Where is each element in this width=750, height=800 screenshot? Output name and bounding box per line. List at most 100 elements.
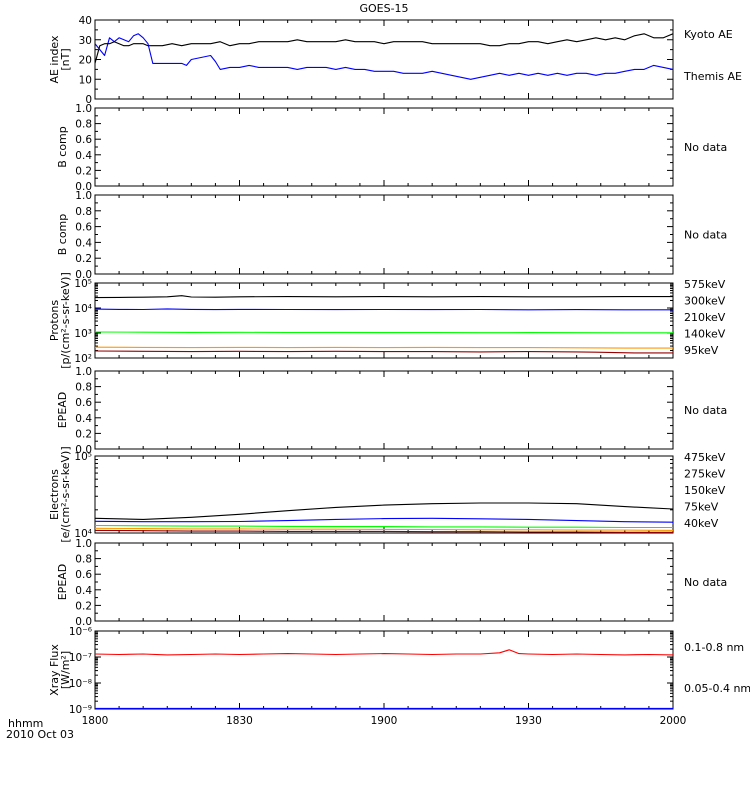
y-tick-label: 0.4 — [75, 585, 92, 597]
x-tick-label: 1900 — [371, 715, 398, 727]
y-axis-label: [p/(cm²-s-sr-keV)] — [59, 272, 72, 369]
series-line-150kev — [95, 524, 673, 529]
y-axis-label: Xray Flux — [48, 644, 61, 696]
y-tick-label: 0.8 — [75, 206, 92, 218]
y-tick-label: 0.8 — [75, 119, 92, 131]
y-axis-label: EPEAD — [56, 392, 69, 429]
series-line-575kev — [95, 350, 673, 354]
y-tick-label: 10⁻⁸ — [69, 678, 92, 690]
y-tick-label: 0 — [85, 94, 92, 106]
y-axis-label: Protons — [48, 300, 61, 341]
legend-entry: 140keV — [684, 328, 726, 341]
legend-entry: 300keV — [684, 295, 726, 308]
series-line-210kev — [95, 331, 673, 334]
x-tick-label: 1800 — [82, 715, 109, 727]
y-tick-label: 10⁵ — [74, 451, 92, 463]
y-tick-label: 0.2 — [75, 600, 92, 612]
series-line-themis-ae — [95, 33, 673, 64]
panel-b1: 0.0 0.2 0.4 0.6 0.8 1.0 B comp No data — [56, 103, 727, 193]
y-tick-label: 10³ — [74, 328, 92, 340]
series-line-140kev — [95, 308, 673, 311]
y-tick-label: 10⁻⁹ — [69, 704, 92, 716]
panel-ae: 0 10 20 30 40 AE index[nT] Kyoto AE Themis AE — [48, 15, 742, 106]
panel-frame — [94, 107, 674, 187]
legend-entry: 0.05-0.4 nm — [684, 682, 750, 695]
series-line-kyoto-ae — [95, 33, 673, 80]
x-tick-label: 2000 — [660, 715, 687, 727]
time-axis-label: hhmm — [8, 717, 43, 730]
y-tick-label: 0.6 — [75, 569, 92, 581]
panel-stack: 0 10 20 30 40 AE index[nT] Kyoto AE Themis AE 0.… — [48, 15, 750, 727]
y-tick-label: 0.0 — [75, 444, 92, 456]
y-tick-label: 0.4 — [75, 413, 92, 425]
series-line-75kev — [95, 517, 673, 523]
x-tick-label: 1830 — [226, 715, 253, 727]
y-tick-label: 1.0 — [75, 190, 92, 202]
y-tick-label: 0.0 — [75, 616, 92, 628]
panel-epead1: 0.0 0.2 0.4 0.6 0.8 1.0 EPEAD No data — [56, 366, 727, 456]
y-tick-label: 10⁻⁷ — [69, 652, 92, 664]
series-line-40kev — [95, 502, 673, 520]
legend-entry: 210keV — [684, 311, 726, 324]
series-group — [95, 502, 673, 533]
y-axis-label: B comp — [56, 214, 69, 256]
series-group — [95, 295, 673, 354]
panel-frame — [94, 542, 674, 622]
y-axis-label: AE index — [48, 35, 61, 84]
panel-b2: 0.0 0.2 0.4 0.6 0.8 1.0 B comp No data — [56, 190, 727, 281]
legend-entry: 75keV — [684, 501, 719, 514]
y-axis-label: B comp — [56, 126, 69, 168]
y-tick-label: 20 — [79, 55, 92, 67]
y-tick-label: 0.8 — [75, 554, 92, 566]
legend-entry: Themis AE — [683, 70, 742, 83]
y-tick-label: 1.0 — [75, 538, 92, 550]
legend-entry: 95keV — [684, 344, 719, 357]
no-data-label: No data — [684, 404, 727, 417]
y-axis-label: [W/m²] — [59, 651, 72, 689]
y-tick-label: 10⁴ — [74, 303, 92, 315]
panel-protons: 10² 10³ 10⁴ 10⁵ Protons[p/(cm²-s-sr-keV)] 575… — [48, 272, 726, 369]
legend-entry: 575keV — [684, 278, 726, 291]
series-line-475kev — [95, 529, 673, 533]
series-line-300kev — [95, 346, 673, 349]
legend-entry: 150keV — [684, 484, 726, 497]
y-tick-label: 0.4 — [75, 237, 92, 249]
series-line-275kev — [95, 527, 673, 531]
y-tick-label: 0.6 — [75, 222, 92, 234]
series-line-0-1-0-8-nm — [95, 649, 673, 656]
no-data-label: No data — [684, 141, 727, 154]
series-group — [95, 649, 673, 709]
y-tick-label: 0.2 — [75, 428, 92, 440]
x-tick-label: 1930 — [515, 715, 542, 727]
y-axis-label: Electrons — [48, 469, 61, 520]
legend-entry: 475keV — [684, 451, 726, 464]
y-tick-label: 0.6 — [75, 134, 92, 146]
y-tick-label: 0.0 — [75, 181, 92, 193]
legend-entry: 0.1-0.8 nm — [684, 641, 744, 654]
y-tick-label: 1.0 — [75, 366, 92, 378]
legend-entry: 40keV — [684, 517, 719, 530]
plot-title: GOES-15 — [359, 2, 408, 15]
y-tick-label: 0.4 — [75, 150, 92, 162]
y-tick-label: 0.8 — [75, 382, 92, 394]
y-tick-label: 0.6 — [75, 397, 92, 409]
panel-frame — [94, 282, 674, 359]
panel-frame — [94, 370, 674, 450]
panel-frame — [94, 19, 674, 100]
date-label: 2010 Oct 03 — [6, 728, 74, 741]
y-tick-label: 1.0 — [75, 103, 92, 115]
y-axis-label: EPEAD — [56, 564, 69, 601]
panel-frame — [94, 194, 674, 275]
y-tick-label: 10⁴ — [74, 528, 92, 540]
y-tick-label: 10⁻⁶ — [69, 626, 92, 638]
panel-epead2: 0.0 0.2 0.4 0.6 0.8 1.0 EPEAD No data — [56, 538, 727, 628]
series-group — [95, 33, 673, 80]
legend-entry: 275keV — [684, 468, 726, 481]
y-tick-label: 10⁵ — [74, 278, 92, 290]
panel-frame — [94, 630, 674, 710]
y-tick-label: 0.2 — [75, 253, 92, 265]
y-tick-label: 40 — [79, 15, 92, 27]
y-tick-label: 0.0 — [75, 269, 92, 281]
legend-entry: Kyoto AE — [684, 28, 733, 41]
